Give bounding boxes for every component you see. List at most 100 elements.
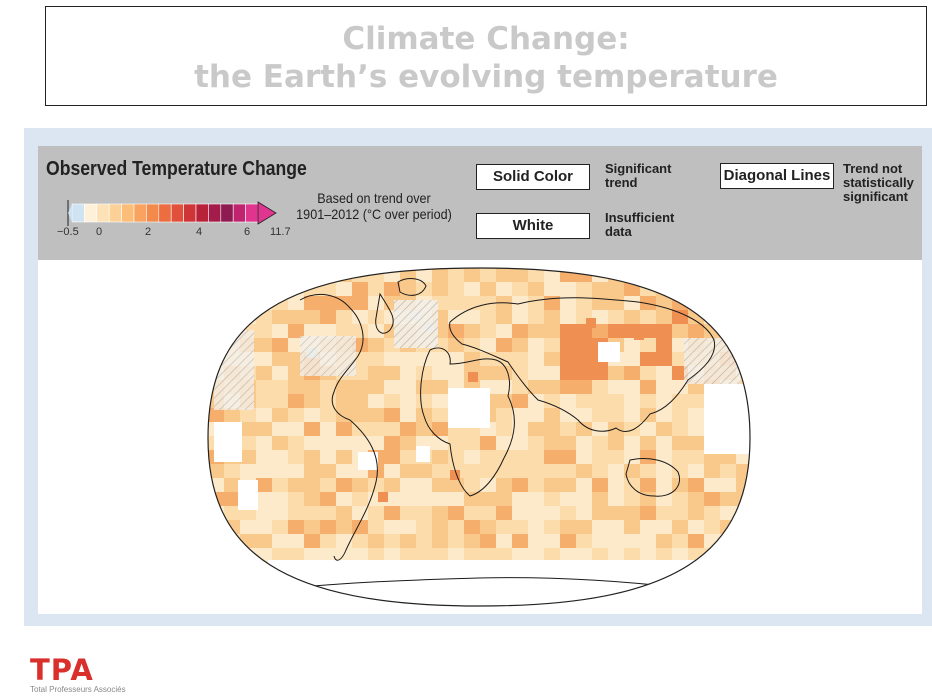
temperature-cell [560, 366, 576, 380]
temperature-cell [224, 548, 240, 562]
temperature-cell [528, 422, 544, 436]
temperature-cell [448, 548, 464, 562]
temperature-cell [416, 478, 432, 492]
temperature-cell [288, 590, 304, 604]
no-data-region [238, 480, 258, 510]
temperature-cell [656, 408, 672, 422]
temperature-cell [560, 338, 576, 352]
temperature-cell [272, 604, 288, 606]
temperature-cell [464, 282, 480, 296]
temperature-cell [704, 506, 720, 520]
scale-swatch [195, 203, 209, 223]
scale-swatch [146, 203, 160, 223]
temperature-cell [640, 590, 656, 604]
temperature-cell [576, 520, 592, 534]
temperature-cell [640, 352, 656, 366]
temperature-cell [272, 394, 288, 408]
temperature-cell [544, 478, 560, 492]
temperature-cell [304, 590, 320, 604]
temperature-cell [432, 422, 448, 436]
temperature-cell [576, 394, 592, 408]
temperature-cell [416, 464, 432, 478]
temperature-cell [448, 338, 464, 352]
temperature-cell [560, 352, 576, 366]
temperature-cell [336, 380, 352, 394]
temperature-cell [624, 520, 640, 534]
temperature-cell [576, 282, 592, 296]
temperature-cell [240, 604, 256, 606]
temperature-cell [256, 324, 272, 338]
temperature-cell [704, 282, 720, 296]
temperature-cell [528, 296, 544, 310]
temperature-cell [576, 338, 592, 352]
temperature-cell [496, 506, 512, 520]
temperature-cell [544, 464, 560, 478]
temperature-cell [304, 268, 320, 282]
coastline [275, 577, 699, 591]
temperature-cell [672, 604, 688, 606]
temperature-cell [576, 296, 592, 310]
temperature-cell [496, 520, 512, 534]
temperature-cell [688, 576, 704, 590]
temperature-cell [640, 534, 656, 548]
temperature-cell [576, 492, 592, 506]
temperature-cell [640, 310, 656, 324]
temperature-cell [528, 436, 544, 450]
temperature-cell [384, 534, 400, 548]
temperature-cell [320, 450, 336, 464]
temperature-cell [272, 576, 288, 590]
temperature-cell [480, 324, 496, 338]
temperature-cell [272, 534, 288, 548]
temperature-cell [368, 604, 384, 606]
temperature-cell [496, 282, 512, 296]
temperature-cell [560, 450, 576, 464]
temperature-cell [288, 478, 304, 492]
temperature-cell [528, 268, 544, 282]
temperature-cell [384, 408, 400, 422]
temperature-cell [480, 478, 496, 492]
temperature-cell [736, 268, 750, 282]
temperature-cell [656, 590, 672, 604]
temperature-cell [480, 506, 496, 520]
temperature-cell [688, 436, 704, 450]
temperature-cell [208, 324, 224, 338]
temperature-cell [512, 534, 528, 548]
temperature-cell [432, 450, 448, 464]
temperature-cell [272, 352, 288, 366]
temperature-cell [656, 352, 672, 366]
temperature-cell [528, 366, 544, 380]
temperature-cell [208, 408, 224, 422]
temperature-cell [608, 408, 624, 422]
temperature-cell [208, 268, 224, 282]
temperature-cell [480, 366, 496, 380]
temperature-cell [608, 324, 624, 338]
temperature-cell [400, 450, 416, 464]
temperature-cell [400, 520, 416, 534]
temperature-cell [608, 436, 624, 450]
world-temperature-map [207, 267, 751, 607]
temperature-cell [400, 478, 416, 492]
temperature-cell [688, 268, 704, 282]
temperature-cell [736, 324, 750, 338]
temperature-cell [288, 450, 304, 464]
temperature-cell [256, 450, 272, 464]
temperature-cell [576, 380, 592, 394]
temperature-cell [720, 268, 736, 282]
temperature-cell [640, 464, 656, 478]
temperature-cell [672, 436, 688, 450]
no-data-region [358, 452, 378, 470]
temperature-cell [704, 576, 720, 590]
temperature-cell [336, 282, 352, 296]
temperature-cell [528, 492, 544, 506]
key-diagonal-lines-desc: Trend not statistically significant [843, 161, 914, 204]
temperature-cell [256, 534, 272, 548]
temperature-cell [592, 450, 608, 464]
temperature-cell [544, 520, 560, 534]
temperature-cell [304, 506, 320, 520]
temperature-cell [672, 590, 688, 604]
temperature-cell [352, 548, 368, 562]
temperature-cell [432, 380, 448, 394]
temperature-cell [368, 408, 384, 422]
temperature-cell [672, 394, 688, 408]
temperature-cell [592, 604, 608, 606]
